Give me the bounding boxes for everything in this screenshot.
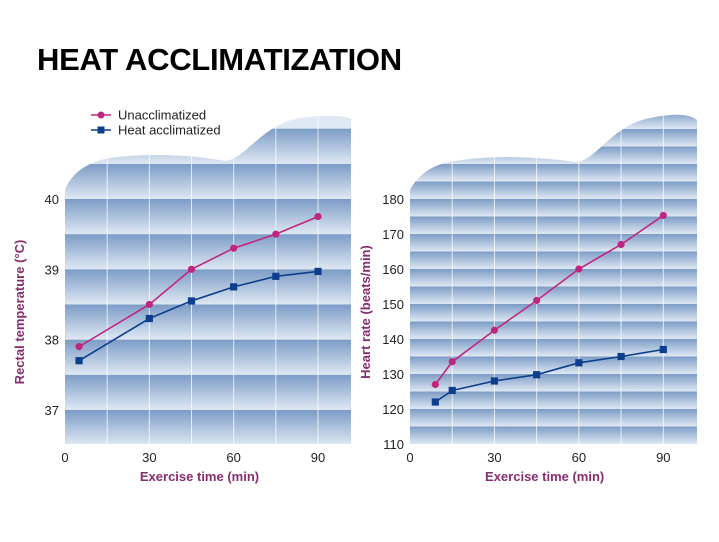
data-point	[75, 357, 83, 365]
plot-background	[410, 114, 697, 444]
data-point	[431, 380, 439, 389]
series-unacclimatized	[431, 211, 667, 389]
data-point	[314, 212, 322, 221]
data-point	[533, 296, 541, 305]
y-tick-label: 40	[45, 192, 59, 207]
data-point	[431, 398, 439, 406]
grid-band	[410, 286, 697, 304]
legend-circle-marker-icon	[97, 111, 105, 119]
grid-band	[410, 304, 697, 322]
grid-band	[410, 114, 697, 129]
grid-band	[410, 391, 697, 409]
x-tick-label: 30	[487, 450, 501, 465]
y-axis-label: Rectal temperature (°C)	[12, 240, 27, 385]
data-point	[230, 283, 238, 291]
grid-band	[410, 164, 697, 182]
y-tick-label: 150	[382, 297, 404, 312]
x-axis-label: Exercise time (min)	[485, 469, 604, 484]
y-tick-label: 37	[45, 403, 59, 418]
data-point	[533, 371, 541, 379]
data-point	[187, 297, 196, 305]
y-tick-label: 140	[382, 332, 404, 347]
grid-band	[410, 339, 697, 357]
data-point	[187, 265, 196, 273]
data-point	[490, 326, 499, 334]
data-point	[575, 359, 583, 367]
legend-label: Unacclimatized	[118, 108, 206, 123]
grid-band	[410, 129, 697, 147]
x-tick-label: 90	[311, 450, 325, 465]
data-point	[617, 352, 625, 361]
data-point	[659, 211, 667, 220]
plot-background	[65, 115, 351, 444]
legend-label: Heat acclimatized	[118, 123, 221, 138]
x-tick-label: 60	[226, 450, 240, 465]
data-point	[617, 240, 625, 249]
grid-band	[410, 216, 697, 234]
chart-heart-rate: 110 120 130 140 150 160 170 180 0 30 60 90 Exercise …	[358, 114, 697, 484]
series-line	[78, 215, 319, 348]
series-unacclimatized	[75, 212, 322, 351]
data-point	[448, 386, 456, 395]
data-point	[230, 244, 238, 252]
grid-band	[410, 234, 697, 252]
grid-band	[410, 426, 697, 444]
grid-band	[65, 163, 351, 199]
x-tick-label: 30	[142, 450, 156, 465]
grid-band	[65, 199, 351, 235]
legend-square-marker-icon	[97, 126, 105, 134]
y-tick-label: 110	[383, 437, 404, 452]
grid-band	[410, 409, 697, 427]
data-point	[145, 300, 153, 309]
series-line	[78, 270, 319, 362]
y-tick-label: 39	[45, 262, 59, 277]
grid-band	[410, 181, 697, 199]
grid-band	[410, 199, 697, 217]
data-point	[314, 267, 322, 276]
data-point	[575, 265, 583, 273]
data-point	[272, 230, 280, 238]
data-point	[272, 272, 280, 280]
grid-band	[410, 321, 697, 339]
y-axis-label: Heart rate (beats/min)	[358, 245, 373, 379]
y-tick-label: 130	[382, 367, 404, 382]
y-tick-label: 180	[382, 192, 404, 207]
series-heat-acclimatized	[75, 267, 322, 365]
grid-band	[65, 339, 351, 375]
x-tick-label: 90	[656, 450, 670, 465]
y-tick-label: 120	[382, 402, 404, 417]
grid-band	[410, 269, 697, 287]
data-point	[448, 358, 456, 366]
series-heat-acclimatized	[431, 345, 667, 406]
data-point	[659, 345, 667, 354]
grid-band	[65, 269, 351, 305]
y-tick-label: 170	[382, 227, 404, 242]
slide-title: HEAT ACCLIMATIZATION	[37, 42, 402, 77]
chart-rectal-temperature: 37 38 39 40 0 30 60 90 Exercise time (min) Rectal…	[12, 108, 351, 484]
x-tick-label: 0	[406, 450, 413, 465]
x-tick-label: 0	[61, 450, 68, 465]
grid-band	[65, 304, 351, 340]
y-tick-label: 38	[45, 333, 59, 348]
grid-band	[410, 251, 697, 269]
grid-band	[65, 234, 351, 270]
data-point	[75, 343, 83, 351]
grid-band	[65, 374, 351, 410]
grid-band	[410, 374, 697, 392]
data-point	[490, 377, 499, 385]
data-point	[145, 314, 153, 323]
grid-band	[65, 409, 351, 444]
y-tick-label: 160	[382, 262, 404, 277]
x-tick-label: 60	[572, 450, 586, 465]
grid-band	[410, 356, 697, 374]
grid-band	[410, 146, 697, 164]
x-axis-label: Exercise time (min)	[140, 469, 259, 484]
